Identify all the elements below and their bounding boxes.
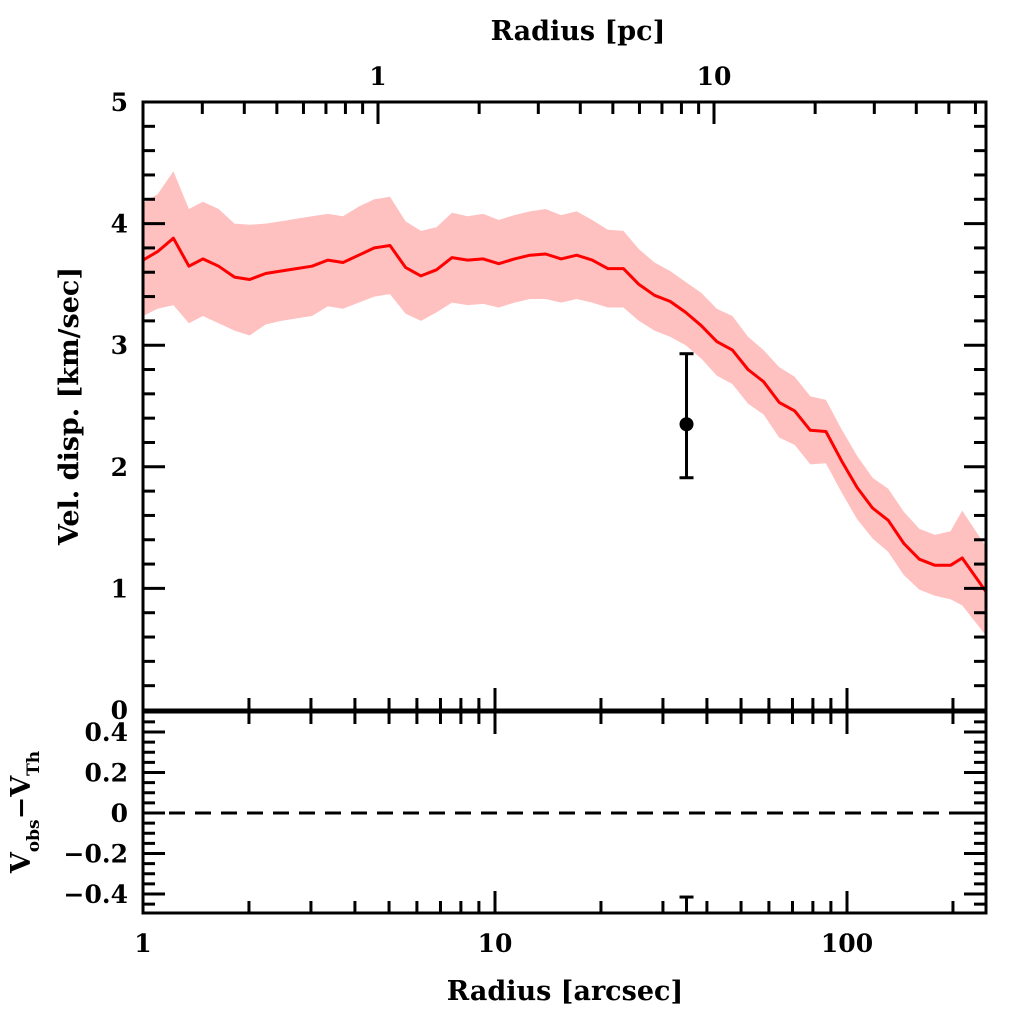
y-tick-label-main: 5 [111,88,128,117]
main-y-axis-title: Vel. disp. [km/sec] [54,267,85,546]
main-panel-frame [141,100,988,712]
x-tick-label: 10 [478,929,513,958]
bottom-axis-title: Radius [arcsec] [447,976,683,1007]
top-axis-title: Radius [pc] [491,16,666,47]
y-tick-label-main: 3 [111,331,128,360]
y-tick-label-main: 4 [111,210,128,239]
residual-ylabel-v1: V [6,851,37,874]
uncertainty-band [143,171,986,636]
residual-point [679,895,694,913]
residual-y-axis-title: Vobs−VTh [6,751,44,874]
data-point [679,417,694,432]
y-tick-label-residual: −0.4 [64,880,128,909]
y-tick-label-main: 0 [111,696,128,725]
y-tick-label-residual: 0.4 [85,718,129,747]
y-tick-label-residual: 0 [111,799,128,828]
y-tick-label-residual: 0.2 [85,759,129,788]
model-line [143,236,986,595]
residual-ylabel-sub2: Th [24,751,44,776]
x2-tick-label: 1 [369,62,386,91]
y-tick-label-main: 1 [111,574,128,603]
y-tick-label-residual: −0.2 [64,840,128,869]
x-tick-label: 1 [134,929,151,958]
y-tick-label-main: 2 [111,453,128,482]
residual-ylabel-mid: −V [6,775,37,820]
x2-tick-label: 10 [697,62,732,91]
x-tick-label: 100 [821,929,873,958]
residual-ylabel-sub1: obs [24,819,44,852]
